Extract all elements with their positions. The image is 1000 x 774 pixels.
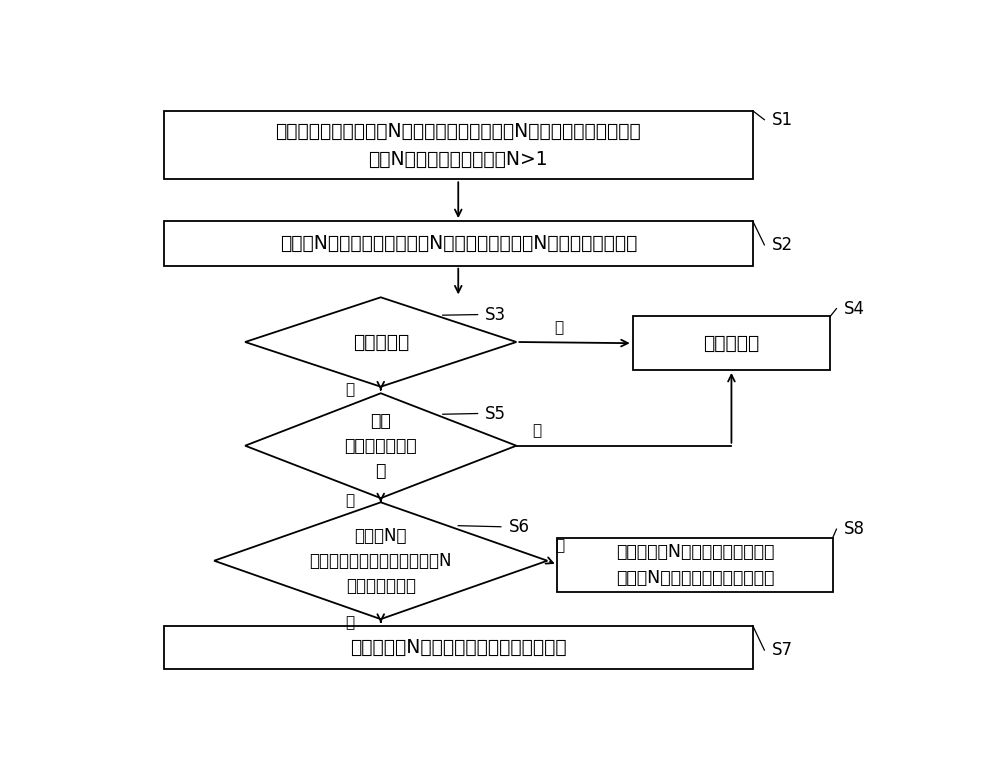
Text: S2: S2 bbox=[772, 236, 793, 254]
Text: 料盆
附近区域存在猪
只: 料盆 附近区域存在猪 只 bbox=[344, 412, 417, 480]
Text: 是: 是 bbox=[345, 493, 354, 508]
Polygon shape bbox=[214, 502, 547, 619]
Text: 不进行投料: 不进行投料 bbox=[703, 334, 760, 353]
Bar bbox=[164, 625, 753, 670]
Bar bbox=[557, 538, 833, 591]
Text: S7: S7 bbox=[772, 641, 793, 659]
Polygon shape bbox=[245, 393, 516, 498]
Text: 确定第N天的总应投料量、第N天的已投料量和第N天的有效猪只数量: 确定第N天的总应投料量、第N天的已投料量和第N天的有效猪只数量 bbox=[280, 234, 637, 253]
Text: S8: S8 bbox=[844, 520, 865, 538]
Text: 所述第N天
的已投料量大于或等于所述第N
天的总应投料量: 所述第N天 的已投料量大于或等于所述第N 天的总应投料量 bbox=[310, 527, 452, 594]
Text: S5: S5 bbox=[485, 405, 506, 423]
Text: 否: 否 bbox=[532, 423, 541, 439]
Text: S6: S6 bbox=[509, 518, 530, 536]
Bar bbox=[633, 317, 830, 370]
Text: 根据所述第N天的有效猪只数量和
所述第N天的环境参数确定投料量: 根据所述第N天的有效猪只数量和 所述第N天的环境参数确定投料量 bbox=[616, 543, 774, 587]
Text: 否: 否 bbox=[345, 382, 354, 398]
Text: S1: S1 bbox=[772, 111, 793, 128]
Text: 根据所述第N天的有效猪只数量确定投料量: 根据所述第N天的有效猪只数量确定投料量 bbox=[350, 638, 567, 657]
Text: 是: 是 bbox=[554, 320, 564, 335]
Text: S4: S4 bbox=[844, 300, 865, 317]
Bar bbox=[164, 111, 753, 180]
Text: 料盆中有料: 料盆中有料 bbox=[353, 333, 409, 351]
Text: 是: 是 bbox=[345, 615, 354, 630]
Text: S3: S3 bbox=[485, 306, 507, 324]
Bar bbox=[164, 221, 753, 265]
Polygon shape bbox=[245, 297, 516, 387]
Text: 获取传感器采集到的第N天的料位检测数据、第N天的猪只个体识别数据
和第N天的环境参数，其中N>1: 获取传感器采集到的第N天的料位检测数据、第N天的猪只个体识别数据 和第N天的环境… bbox=[275, 122, 641, 169]
Text: 否: 否 bbox=[555, 539, 564, 553]
